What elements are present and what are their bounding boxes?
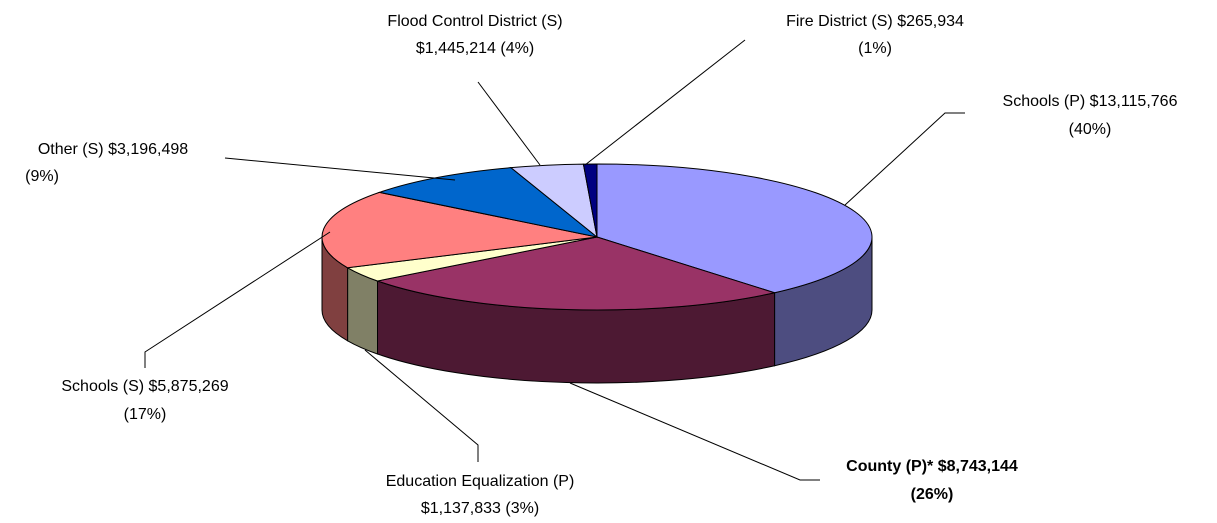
slice-top bbox=[321, 191, 598, 269]
leader-line bbox=[569, 382, 820, 481]
label-part: (3%) bbox=[505, 500, 539, 517]
pie-tops bbox=[321, 163, 873, 311]
label-part: $1,445,214 bbox=[416, 40, 496, 57]
label-part: Schools (S) bbox=[61, 378, 144, 395]
slice-label: Fire District (S) $265,934 bbox=[786, 13, 964, 30]
leader-line bbox=[144, 231, 331, 368]
label-part: (40%) bbox=[1069, 121, 1112, 138]
label-part: Fire District (S) bbox=[786, 13, 893, 30]
slice-label: Other (S) $3,196,498 bbox=[38, 141, 188, 158]
slice-top bbox=[377, 167, 598, 238]
slice-label: (26%) bbox=[911, 486, 954, 503]
label-part: (9%) bbox=[25, 168, 59, 185]
label-part: County (P)* bbox=[846, 458, 934, 475]
label-part: Flood Control District (S) bbox=[387, 13, 562, 30]
label-part: (4%) bbox=[500, 40, 534, 57]
leader-line bbox=[224, 157, 456, 181]
slice-label: $1,137,833 (3%) bbox=[421, 500, 539, 517]
slice-top bbox=[582, 163, 598, 238]
slice-label: (1%) bbox=[858, 40, 892, 57]
pie-sides bbox=[321, 236, 873, 384]
label-part: (17%) bbox=[124, 406, 167, 423]
slice-side bbox=[347, 266, 378, 355]
slice-label: $1,445,214 (4%) bbox=[416, 40, 534, 57]
label-part: $1,137,833 bbox=[421, 500, 501, 517]
slice-label: Schools (P) $13,115,766 bbox=[1003, 93, 1178, 110]
leader-line bbox=[584, 39, 746, 166]
slice-label: Schools (S) $5,875,269 bbox=[61, 378, 228, 395]
leader-line bbox=[844, 112, 965, 206]
leader-line bbox=[364, 349, 479, 462]
label-part: Other (S) bbox=[38, 141, 104, 158]
slice-label: County (P)* $8,743,144 bbox=[846, 458, 1018, 475]
slice-label: (40%) bbox=[1069, 121, 1112, 138]
label-part: (26%) bbox=[911, 486, 954, 503]
label-part: Schools (P) bbox=[1003, 93, 1086, 110]
label-part: (1%) bbox=[858, 40, 892, 57]
label-part: $5,875,269 bbox=[149, 378, 229, 395]
slice-top bbox=[596, 163, 873, 294]
label-part: $265,934 bbox=[897, 13, 964, 30]
label-part: $13,115,766 bbox=[1090, 93, 1178, 110]
slice-label: (17%) bbox=[124, 406, 167, 423]
leader-line bbox=[477, 81, 541, 166]
label-part: $8,743,144 bbox=[938, 458, 1018, 475]
label-part: $3,196,498 bbox=[108, 141, 188, 158]
label-part: Education Equalization (P) bbox=[386, 473, 575, 490]
slice-label: Flood Control District (S) bbox=[387, 13, 562, 30]
slice-label: Education Equalization (P) bbox=[386, 473, 575, 490]
slice-label: (9%) bbox=[25, 168, 59, 185]
slice-top bbox=[375, 236, 777, 311]
